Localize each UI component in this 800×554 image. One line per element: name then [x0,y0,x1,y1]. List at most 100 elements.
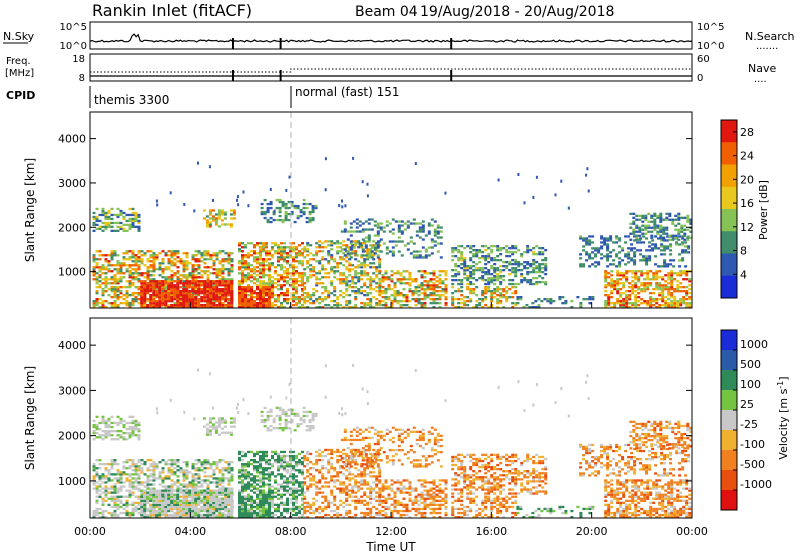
power-cell [667,274,671,277]
power-cell [457,259,461,262]
power-cell [688,298,692,301]
power-cell [354,304,358,307]
velocity-cell [152,465,156,468]
power-cell [155,300,159,303]
velocity-cell [92,475,96,478]
power-cell [436,226,440,229]
power-cell [354,296,358,299]
power-cell [438,306,442,309]
power-cell [426,272,430,275]
velocity-cell [155,477,159,480]
power-cell [191,296,195,299]
power-cell [167,304,171,307]
power-cell [321,250,325,253]
velocity-cell [167,493,171,496]
power-cell [610,284,614,287]
velocity-cell [137,487,141,490]
power-cell [638,230,642,233]
power-cell [134,211,138,215]
power-cell [305,216,309,220]
power-cell [156,203,159,207]
power-cell [460,298,464,301]
power-cell [95,262,99,265]
power-cell [306,242,310,245]
power-cell [396,290,400,293]
power-cell [637,280,641,283]
power-cell [490,267,494,270]
velocity-cell [164,461,168,464]
power-cell [241,274,244,277]
power-cell [435,286,439,289]
power-cell [418,250,422,253]
velocity-cell [161,499,165,502]
power-cell [191,294,195,297]
velocity-cell [113,509,117,513]
power-cell [194,290,198,293]
power-cell [514,251,518,254]
velocity-cell [185,477,189,480]
power-cell [278,200,282,204]
power-cell [487,282,491,286]
power-cell [376,224,380,227]
power-cell [238,288,241,291]
velocity-cell [221,459,225,462]
power-cell [582,298,586,301]
power-cell [630,257,634,260]
power-cell [321,282,325,285]
power-cell [418,222,422,225]
velocity-cell [119,495,123,498]
power-cell [92,300,96,303]
power-cell [298,296,301,299]
power-cell [321,286,325,289]
power-cell [92,302,96,305]
power-cell [155,294,159,297]
nave-tick-low: 0 [697,73,703,84]
power-cell [260,202,264,206]
power-cell [339,282,343,285]
velocity-cell [110,487,114,490]
velocity-cell [152,475,156,478]
power-cell [312,294,316,297]
power-ylabel: Slant Range [km] [23,158,37,262]
power-cell [499,281,503,284]
power-cell [155,282,159,285]
power-cell [343,230,347,233]
power-cell [514,304,518,307]
power-cell [284,214,288,218]
power-cell [197,298,201,301]
power-cell [478,249,482,252]
power-cell [277,246,280,249]
velocity-cell [206,487,210,490]
power-cell [493,296,497,299]
power-cell [652,292,656,295]
velocity-cell [104,516,108,519]
power-cell [241,290,244,293]
power-cell [606,253,610,256]
power-cell [360,254,364,257]
power-cell [321,276,325,279]
power-cell [433,244,437,247]
power-cell [116,282,120,285]
velocity-cell [149,491,153,494]
velocity-cell [170,505,174,509]
velocity-cell [218,481,222,484]
power-cell [253,260,256,263]
velocity-cell [230,487,234,490]
power-cell [113,276,117,279]
power-cell [363,264,367,267]
power-cell [333,286,337,289]
power-cell [511,271,515,274]
power-cell [303,296,307,299]
velocity-cell [107,503,111,506]
velocity-cell [119,511,123,515]
power-cell [655,288,659,291]
power-cell [259,294,262,297]
power-cell [298,250,301,253]
power-cell [430,218,434,221]
power-cell [469,273,473,276]
power-cell [667,278,671,281]
power-cell [179,262,183,265]
power-colorbar-frame [720,119,738,299]
power-cell [523,251,527,254]
power-cell [92,258,96,261]
